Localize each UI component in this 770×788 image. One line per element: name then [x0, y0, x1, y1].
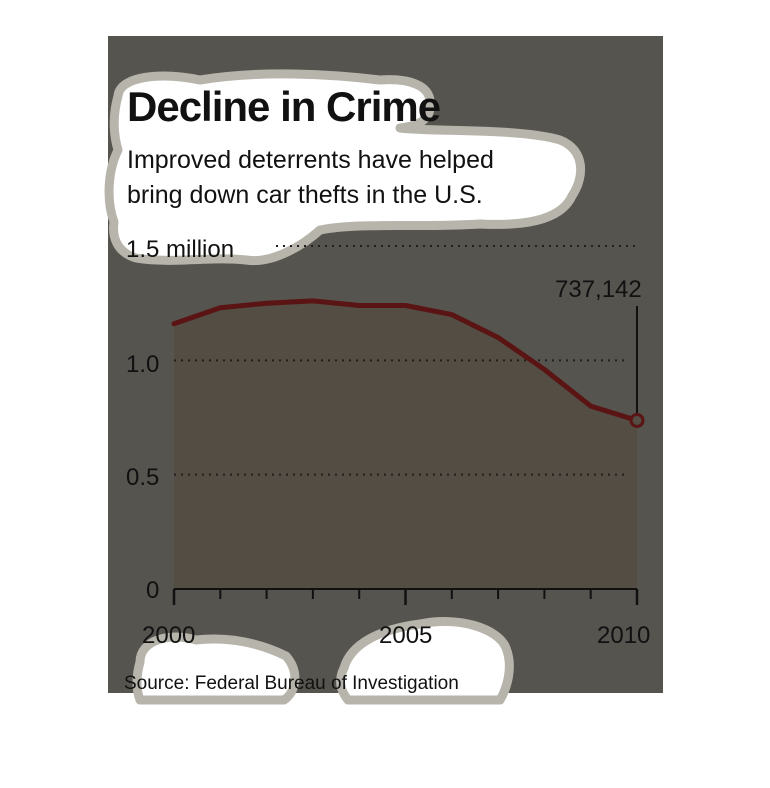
highlight-blob-source-right — [336, 617, 514, 705]
y-tick-label-1-0: 1.0 — [126, 351, 159, 378]
data-point-2006 — [449, 312, 454, 317]
x-tick-label-2000: 2000 — [142, 622, 195, 649]
data-point-2005 — [403, 303, 408, 308]
data-point-2008 — [542, 367, 547, 372]
data-point-2003 — [310, 298, 315, 303]
data-point-2004 — [357, 303, 362, 308]
callout-label-737142: 737,142 — [555, 276, 642, 303]
chart-subtitle-line-2: bring down car thefts in the U.S. — [127, 181, 483, 209]
y-tick-label-0-5: 0.5 — [126, 464, 159, 491]
data-point-2000 — [172, 321, 177, 326]
highlight-blob-title — [104, 69, 586, 266]
chart-subtitle-line-1: Improved deterrents have helped — [127, 146, 494, 174]
data-point-2001 — [218, 305, 223, 310]
y-tick-label-1-5-million: 1.5 million — [126, 236, 234, 263]
highlight-blob-source-left — [132, 632, 300, 705]
chart-title: Decline in Crime — [127, 83, 440, 130]
x-axis — [172, 588, 639, 605]
highlight-layer — [104, 69, 586, 705]
grid-lines — [174, 245, 637, 476]
callout-marker — [629, 412, 645, 428]
data-point-2007 — [496, 335, 501, 340]
area-fill — [174, 300, 637, 589]
series-line-car-thefts — [171, 298, 640, 423]
x-tick-label-2005: 2005 — [379, 622, 432, 649]
data-point-2002 — [264, 301, 269, 306]
data-point-2009 — [588, 404, 593, 409]
y-tick-label-0: 0 — [146, 577, 159, 604]
x-tick-label-2010: 2010 — [597, 622, 650, 649]
source-note: Source: Federal Bureau of Investigation — [124, 673, 459, 694]
